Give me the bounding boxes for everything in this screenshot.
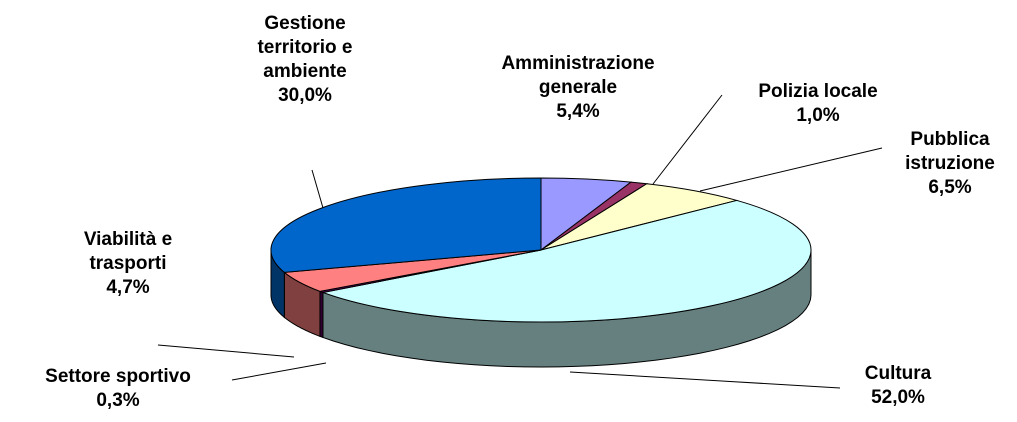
leader-line — [569, 371, 841, 389]
category-name: Gestione territorio e ambiente — [257, 13, 353, 82]
category-name: Viabilità e trasporti — [83, 229, 173, 274]
value-label: 4,7% — [106, 277, 150, 298]
slice-label: Settore sportivo 0,3% — [0, 365, 238, 413]
slice — [321, 199, 812, 323]
leader-line — [311, 169, 324, 209]
value-label: 5,4% — [556, 101, 600, 122]
category-name: Amministrazione generale — [501, 53, 655, 98]
category-name: Polizia locale — [758, 81, 878, 102]
leader-line — [231, 362, 327, 381]
slice-label: Gestione territorio e ambiente 30,0% — [235, 12, 375, 108]
category-name: Cultura — [864, 363, 932, 384]
category-name: Pubblica istruzione — [905, 129, 995, 174]
value-label: 0,3% — [96, 390, 140, 411]
value-label: 52,0% — [871, 387, 925, 408]
category-name: Settore sportivo — [45, 366, 191, 387]
slice-label: Polizia locale 1,0% — [718, 80, 918, 128]
slice-label: Viabilità e trasporti 4,7% — [63, 228, 193, 300]
slice-label: Pubblica istruzione 6,5% — [885, 128, 1015, 200]
value-label: 1,0% — [796, 105, 840, 126]
value-label: 6,5% — [928, 177, 972, 198]
leader-line — [157, 344, 295, 358]
value-label: 30,0% — [278, 85, 332, 106]
slice — [540, 183, 739, 251]
leader-line — [699, 147, 883, 192]
leader-line — [652, 94, 723, 185]
slice-label: Cultura 52,0% — [843, 362, 953, 410]
slice-label: Amministrazione generale 5,4% — [463, 52, 693, 124]
